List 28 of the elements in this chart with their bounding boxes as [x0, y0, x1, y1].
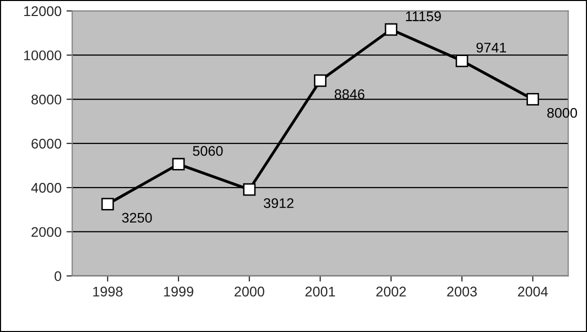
x-tick-label: 2004	[518, 286, 548, 297]
data-label: 8000	[547, 108, 578, 118]
data-label: 8846	[334, 89, 364, 100]
x-tick-label: 2003	[447, 286, 477, 297]
y-tick-label: 0	[54, 271, 62, 282]
point	[172, 158, 185, 170]
y-tick-label: 4000	[31, 182, 62, 193]
point	[526, 93, 540, 106]
x-tick-label: 2001	[305, 286, 335, 297]
point	[456, 54, 468, 68]
x-tick-label: 1999	[164, 286, 194, 297]
point	[243, 183, 256, 196]
y-tick-label: 10000	[24, 50, 62, 60]
point	[384, 23, 398, 36]
y-tick-label: 8000	[31, 94, 62, 104]
x-tick-label: 2002	[376, 286, 406, 297]
y-tick-label: 6000	[32, 138, 62, 149]
data-label: 3912	[264, 198, 294, 208]
x-tick-label: 2000	[234, 286, 264, 297]
point	[314, 74, 326, 87]
y-tick-label: 12000	[24, 6, 62, 16]
data-label: 5060	[192, 146, 223, 156]
data-label: 11159	[406, 11, 441, 22]
data-label: 3250	[122, 212, 152, 223]
y-tick-label: 2000	[32, 227, 62, 237]
x-tick-label: 1998	[93, 286, 122, 297]
point	[101, 198, 114, 210]
data-label: 9741	[476, 42, 506, 53]
